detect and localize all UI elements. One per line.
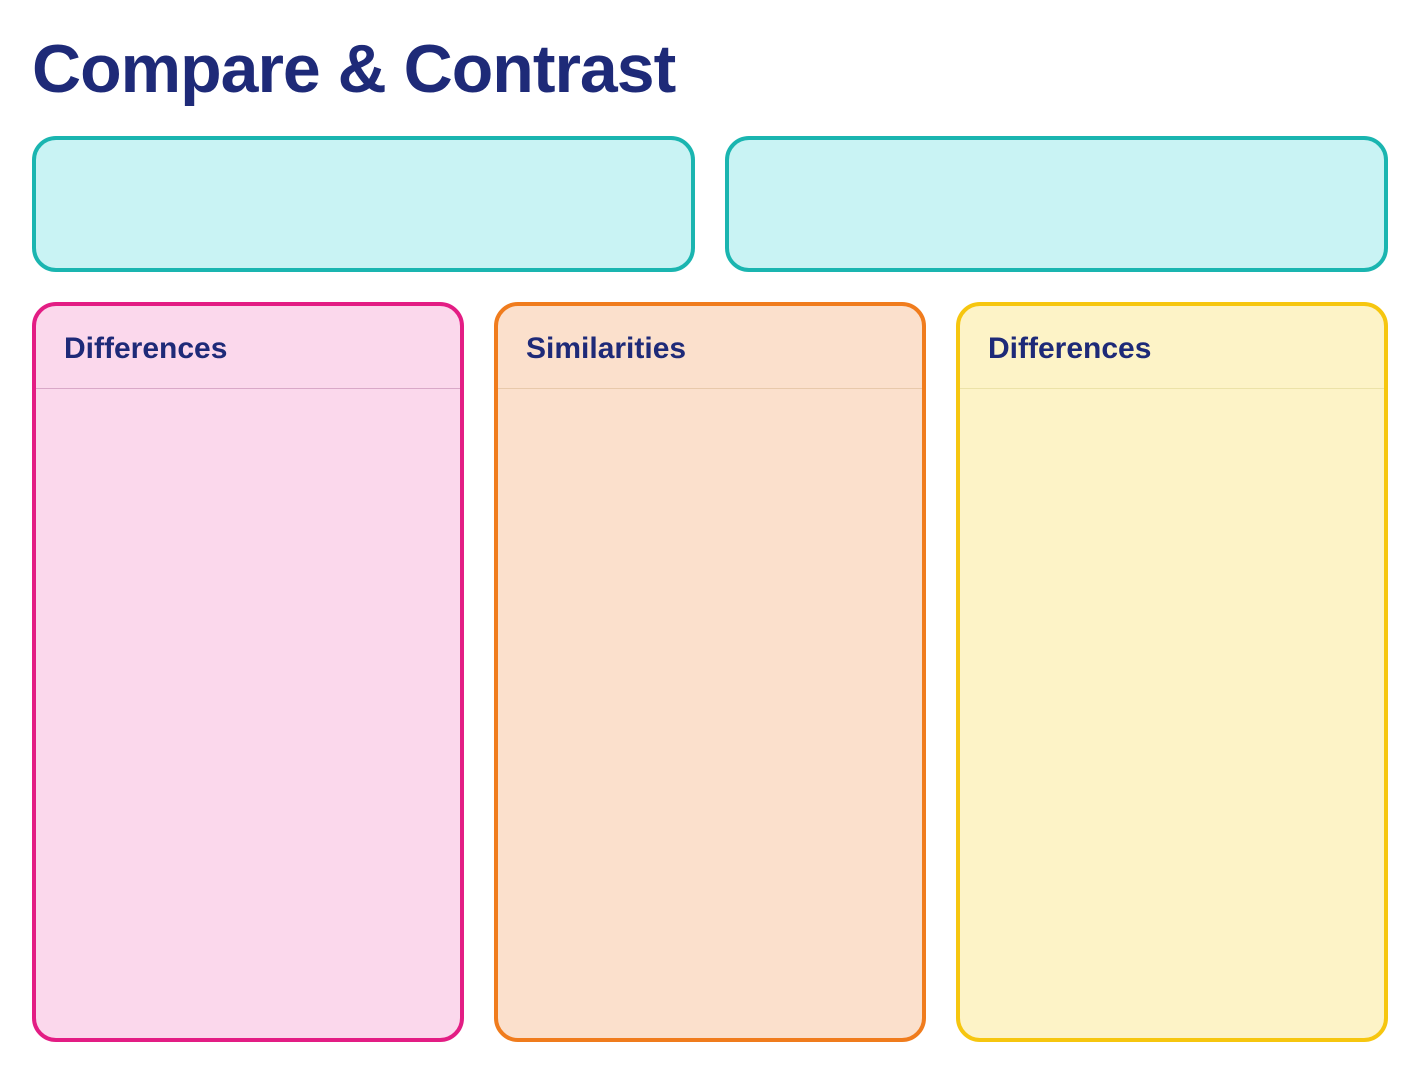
column-body[interactable]	[36, 388, 460, 1038]
column-header: Differences	[960, 306, 1384, 388]
page-title: Compare & Contrast	[32, 30, 1388, 108]
column-header: Similarities	[498, 306, 922, 388]
column-body[interactable]	[960, 388, 1384, 1038]
column-differences-left[interactable]: Differences	[32, 302, 464, 1042]
subject-row	[32, 136, 1388, 272]
column-header: Differences	[36, 306, 460, 388]
column-similarities[interactable]: Similarities	[494, 302, 926, 1042]
column-differences-right[interactable]: Differences	[956, 302, 1388, 1042]
column-body[interactable]	[498, 388, 922, 1038]
columns-row: Differences Similarities Differences	[32, 302, 1388, 1042]
subject-box-right[interactable]	[725, 136, 1388, 272]
subject-box-left[interactable]	[32, 136, 695, 272]
